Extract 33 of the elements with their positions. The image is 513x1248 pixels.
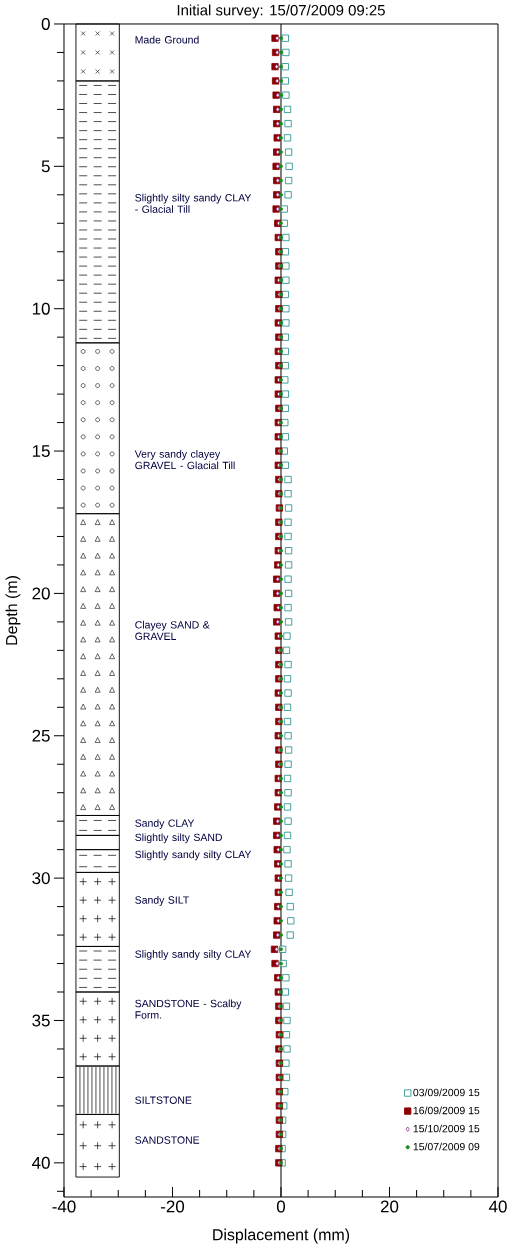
y-tick-label: 0 xyxy=(41,17,50,30)
legend-label: 15/10/2009 15 xyxy=(413,1124,480,1133)
annotation: Slightly silty sandy CLAY - Glacial Till xyxy=(135,193,252,213)
x-tick-label: 20 xyxy=(380,1200,399,1213)
y-tick-label: 15 xyxy=(32,445,50,457)
x-axis-title: Displacement (mm) xyxy=(213,1228,350,1244)
annotation: SANDSTONE xyxy=(135,1136,200,1144)
y-tick-label: 30 xyxy=(32,872,50,885)
y-tick-label: 5 xyxy=(41,160,50,173)
legend-label: 03/09/2009 15 xyxy=(413,1088,480,1097)
y-tick-label: 35 xyxy=(32,1014,50,1027)
annotation: Very sandy clayey GRAVEL - Glacial Till xyxy=(134,450,235,470)
annotation: Sandy SILT xyxy=(135,896,189,906)
y-tick-label: 20 xyxy=(32,587,50,600)
annotation: Sandy CLAY xyxy=(135,819,195,829)
x-tick-label: 40 xyxy=(488,1200,507,1213)
annotation: Slightly sandy silty CLAY xyxy=(135,850,252,861)
y-tick-label: 40 xyxy=(32,1156,50,1169)
annotation: SANDSTONE - Scalby Form. xyxy=(135,999,242,1019)
x-tick-label: 0 xyxy=(276,1200,286,1213)
legend-label: 15/07/2009 09 xyxy=(413,1142,480,1151)
chart-title: Initial survey: 15/07/2009 09:25 xyxy=(177,4,385,19)
annotation: Slightly sandy silty CLAY xyxy=(135,950,252,960)
y-tick-label: 25 xyxy=(32,729,50,742)
annotation: Slightly silty SAND xyxy=(135,833,222,844)
annotation: Made Ground xyxy=(135,35,199,44)
x-tick-label: -20 xyxy=(161,1200,185,1213)
annotation: Clayey SAND & GRAVEL xyxy=(135,620,210,640)
legend-label: 16/09/2009 15 xyxy=(413,1106,480,1115)
y-axis-title: Depth (m) xyxy=(5,576,21,645)
y-tick-label: 10 xyxy=(32,302,50,315)
x-tick-label: -40 xyxy=(52,1200,76,1213)
annotation: SILTSTONE xyxy=(135,1096,192,1104)
